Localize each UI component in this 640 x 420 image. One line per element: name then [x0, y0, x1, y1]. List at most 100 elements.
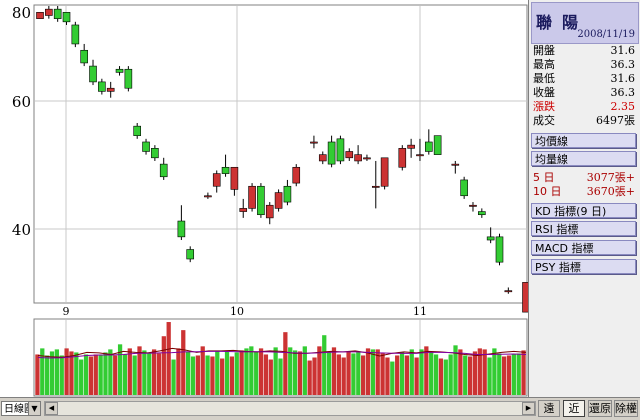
volume-bar	[83, 354, 89, 395]
stock-name: 聯陽	[536, 13, 589, 32]
y-tick-label: 40	[12, 221, 31, 239]
volume-bar	[229, 356, 235, 395]
volume-bar	[181, 330, 186, 395]
volume-bar	[399, 352, 405, 395]
dropdown-arrow-icon[interactable]: ▼	[28, 402, 40, 415]
candle-body	[460, 179, 468, 197]
volume-bar	[244, 348, 249, 395]
volume-bar	[297, 351, 303, 395]
volume-bar	[156, 353, 162, 395]
quote-value: 31.6	[610, 72, 636, 85]
volume-bar	[200, 346, 205, 395]
volume-bar	[458, 349, 463, 395]
candle-body	[221, 166, 230, 174]
candle-body	[336, 138, 345, 162]
volume-bar	[249, 346, 254, 395]
scroll-right-icon[interactable]: ▶	[522, 402, 535, 415]
zoom-far-button[interactable]: 遠	[538, 400, 560, 417]
candle-body	[345, 151, 354, 159]
volume-bar	[433, 354, 439, 395]
candle-body	[133, 125, 141, 136]
volume-bar	[380, 353, 385, 395]
volume-bar	[317, 346, 322, 395]
candle-body	[239, 208, 248, 212]
candle-body	[416, 154, 424, 157]
candle-body	[495, 236, 504, 263]
candle-body	[274, 192, 283, 209]
candle-body	[230, 166, 239, 190]
volume-bar	[54, 349, 60, 395]
period-select[interactable]: 日線圖 ▼	[1, 401, 41, 416]
volume-bar	[326, 351, 332, 395]
volume-bar	[122, 354, 128, 395]
rsi-indicator-button[interactable]: RSI 指標	[531, 221, 636, 236]
quote-row-high: 最高 36.3	[531, 58, 637, 71]
volume-bar	[215, 351, 220, 395]
candle-body	[89, 65, 97, 83]
candle-body	[327, 141, 336, 165]
bottom-toolbar: 日線圖 ▼ ◀ ▶ 遠 近 還原 除權	[0, 397, 640, 420]
volume-bar	[516, 353, 521, 395]
volume-bar	[176, 348, 181, 395]
vol-ma-label: 5 日	[533, 171, 555, 184]
volume-bar	[395, 355, 400, 395]
volume-bar	[254, 351, 259, 395]
volume-bar	[59, 355, 64, 395]
kd-indicator-button[interactable]: KD 指標(9 日)	[531, 203, 636, 218]
volume-bar	[103, 352, 108, 395]
volume-bar	[205, 355, 210, 395]
candle-body	[407, 144, 415, 149]
volume-bar	[186, 351, 191, 395]
volume-bar	[312, 357, 317, 395]
horizontal-scrollbar[interactable]: ◀ ▶	[44, 401, 536, 416]
volume-bar	[463, 355, 468, 395]
candle-body	[257, 185, 265, 216]
price-ma-button[interactable]: 均價線	[531, 133, 636, 148]
volume-bar	[273, 347, 278, 395]
quote-label: 開盤	[533, 44, 555, 57]
volume-bar	[521, 350, 526, 395]
x-tick-label: 11	[413, 305, 427, 318]
scroll-left-icon[interactable]: ◀	[45, 402, 58, 415]
candle-body	[248, 185, 256, 209]
macd-indicator-button[interactable]: MACD 指標	[531, 240, 636, 255]
candle-body	[204, 195, 212, 198]
volume-bar	[220, 358, 225, 395]
candle-body	[363, 157, 371, 160]
volume-bar	[45, 355, 50, 395]
psy-indicator-button[interactable]: PSY 指標	[531, 259, 636, 274]
volume-bar	[414, 357, 419, 395]
volume-bar	[278, 358, 283, 395]
quote-value: 6497張	[596, 114, 635, 127]
volume-bar	[292, 350, 298, 395]
volume-bar	[501, 356, 507, 395]
volume-bar	[166, 322, 171, 395]
volume-bar	[288, 347, 293, 395]
volume-bar	[356, 352, 361, 395]
quote-date: 2008/11/19	[577, 29, 635, 40]
volume-bar	[429, 351, 434, 395]
volume-bar	[341, 357, 346, 395]
volume-bar	[443, 359, 448, 395]
price-chart: 80 60 40 9 10 11	[12, 4, 528, 318]
y-tick-label: 60	[12, 93, 31, 111]
quote-value: 2.35	[610, 100, 636, 113]
quote-value: 36.3	[610, 86, 636, 99]
volume-ma10-line	[37, 350, 527, 359]
volume-bar	[117, 344, 123, 395]
vol-ma-value: 3077張+	[586, 171, 635, 184]
zoom-near-button[interactable]: 近	[563, 400, 585, 417]
candle-body	[71, 24, 80, 45]
volume-bar	[49, 351, 55, 395]
candlestick-series	[36, 6, 528, 313]
volume-bar	[419, 349, 424, 395]
candle-body	[159, 163, 168, 178]
candle-body	[53, 8, 62, 19]
ex-rights-button[interactable]: 除權	[614, 400, 638, 417]
candle-body	[310, 141, 318, 144]
volume-ma-button[interactable]: 均量線	[531, 151, 636, 166]
candle-body	[151, 148, 159, 159]
vol-ma-label: 10 日	[533, 185, 562, 198]
restore-button[interactable]: 還原	[588, 400, 612, 417]
candle-body	[115, 68, 124, 73]
